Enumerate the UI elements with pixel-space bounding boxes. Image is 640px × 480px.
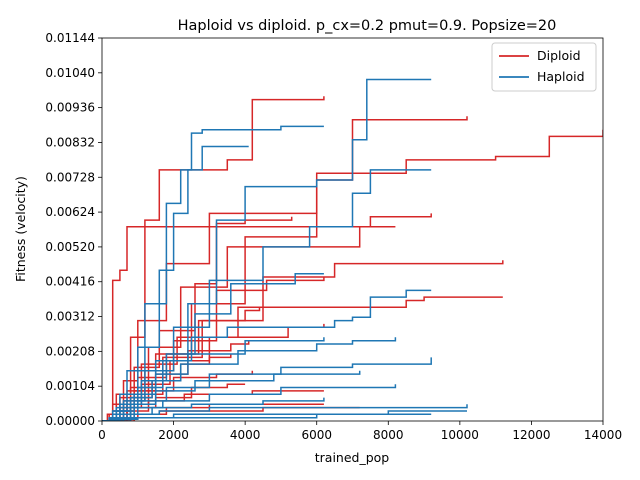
series-line-haploid-2 — [102, 145, 249, 421]
legend-frame — [491, 42, 597, 92]
y-tick-label: 0.01144 — [45, 31, 95, 45]
plot-frame — [101, 37, 604, 422]
y-tick-label: 0.00520 — [45, 240, 95, 254]
x-tick-label: 8000 — [373, 428, 404, 442]
y-tick-label: 0.00312 — [45, 310, 95, 324]
x-tick-label: 4000 — [230, 428, 261, 442]
x-tick-label: 12000 — [512, 428, 550, 442]
x-tick-label: 0 — [98, 428, 106, 442]
legend: Diploid Haploid — [491, 42, 597, 92]
y-axis: 0.00000 0.00104 0.00208 0.00312 0.00416 0.005… — [45, 31, 102, 428]
series-layer — [102, 78, 603, 421]
x-tick-label: 2000 — [158, 428, 189, 442]
y-tick-label: 0.00208 — [45, 344, 95, 358]
y-tick-label: 0.00104 — [45, 379, 95, 393]
x-axis-label: trained_pop — [315, 450, 390, 465]
x-axis: 0 2000 4000 6000 8000 10000 12000 14000 — [98, 421, 622, 442]
y-tick-label: 0.00624 — [45, 205, 95, 219]
x-tick-label: 6000 — [301, 428, 332, 442]
y-tick-label: 0.00832 — [45, 135, 95, 149]
series-line-diploid-1 — [102, 226, 396, 421]
series-line-haploid-12 — [102, 397, 325, 421]
legend-label-diploid: Diploid — [537, 48, 581, 63]
y-tick-label: 0.00728 — [45, 170, 95, 184]
legend-label-haploid: Haploid — [537, 69, 585, 84]
series-line-haploid-8 — [102, 337, 397, 421]
y-tick-label: 0.00000 — [45, 414, 95, 428]
series-line-haploid-15 — [102, 413, 432, 421]
series-line-haploid-10 — [102, 370, 361, 421]
y-tick-label: 0.00416 — [45, 275, 95, 289]
y-axis-label: Fitness (velocity) — [13, 176, 28, 282]
y-tick-label: 0.00936 — [45, 101, 95, 115]
chart-title: Haploid vs diploid. p_cx=0.2 pmut=0.9. P… — [178, 18, 557, 34]
x-tick-label: 14000 — [584, 428, 622, 442]
x-tick-label: 10000 — [441, 428, 479, 442]
y-tick-label: 0.01040 — [45, 66, 95, 80]
series-line-haploid-5 — [102, 272, 324, 421]
